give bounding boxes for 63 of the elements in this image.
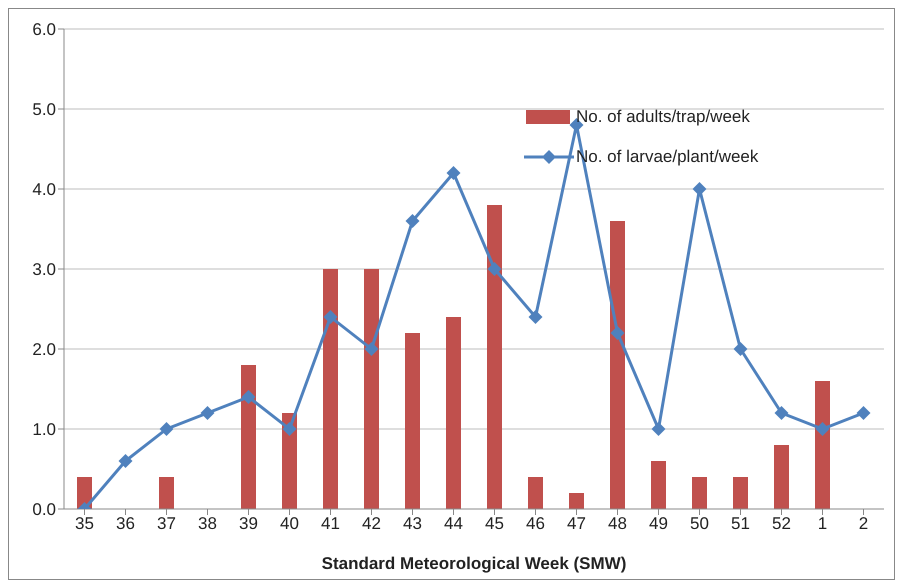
- point: [200, 406, 214, 420]
- x-tick-label: 46: [526, 514, 545, 534]
- bar: [610, 221, 625, 509]
- bar: [487, 205, 502, 509]
- x-tick-label: 39: [239, 514, 258, 534]
- legend-label: No. of adults/trap/week: [576, 106, 750, 128]
- bar: [528, 477, 543, 509]
- x-tick-label: 52: [772, 514, 791, 534]
- bar: [241, 365, 256, 509]
- x-tick-label: 2: [858, 514, 868, 534]
- x-tick-label: 43: [403, 514, 422, 534]
- x-tick-label: 35: [75, 514, 94, 534]
- point: [364, 342, 378, 356]
- bar: [282, 413, 297, 509]
- bar: [159, 477, 174, 509]
- bar: [692, 477, 707, 509]
- point: [734, 342, 748, 356]
- point: [610, 326, 624, 340]
- bar: [323, 269, 338, 509]
- point: [528, 310, 542, 324]
- y-tick-label: 3.0: [32, 260, 56, 280]
- x-tick-label: 48: [608, 514, 627, 534]
- x-tick-label: 37: [157, 514, 176, 534]
- point: [324, 310, 338, 324]
- x-tick-label: 36: [116, 514, 135, 534]
- bar: [774, 445, 789, 509]
- x-tick-label: 45: [485, 514, 504, 534]
- bar: [569, 493, 584, 509]
- bar: [815, 381, 830, 509]
- y-tick-label: 0.0: [32, 500, 56, 520]
- point: [488, 262, 502, 276]
- bar: [446, 317, 461, 509]
- point: [816, 422, 830, 436]
- bar: [405, 333, 420, 509]
- point: [160, 422, 174, 436]
- x-tick-label: 51: [731, 514, 750, 534]
- point: [692, 182, 706, 196]
- point: [406, 214, 420, 228]
- x-tick-label: 1: [818, 514, 828, 534]
- y-tick-label: 1.0: [32, 420, 56, 440]
- bar: [364, 269, 379, 509]
- point: [242, 390, 256, 404]
- x-axis-title: Standard Meteorological Week (SMW): [322, 554, 626, 573]
- x-tick-label: 47: [567, 514, 586, 534]
- point: [856, 406, 870, 420]
- y-tick-label: 4.0: [32, 180, 56, 200]
- x-tick-label: 49: [649, 514, 668, 534]
- y-tick-label: 6.0: [32, 20, 56, 40]
- y-tick-label: 5.0: [32, 100, 56, 120]
- x-tick-label: 41: [321, 514, 340, 534]
- x-tick-label: 40: [280, 514, 299, 534]
- point: [446, 166, 460, 180]
- y-tick-label: 2.0: [32, 340, 56, 360]
- bar: [651, 461, 666, 509]
- x-tick-label: 50: [690, 514, 709, 534]
- x-tick-label: 44: [444, 514, 463, 534]
- x-tick-label: 42: [362, 514, 381, 534]
- bar: [733, 477, 748, 509]
- x-tick-label: 38: [198, 514, 217, 534]
- point: [282, 422, 296, 436]
- point: [774, 406, 788, 420]
- point: [652, 422, 666, 436]
- point: [118, 454, 132, 468]
